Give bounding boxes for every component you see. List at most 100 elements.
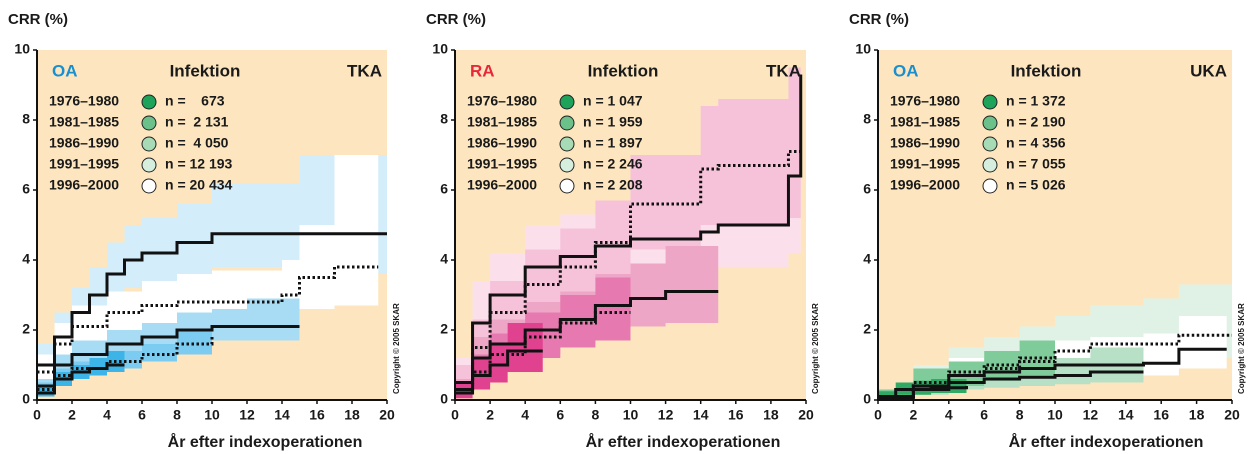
panel-title: Infektion <box>170 61 241 80</box>
legend-label: 1996–2000 <box>890 177 960 193</box>
legend-marker <box>559 136 575 152</box>
panel: 0 2 4 6 8 10 0 2 4 6 8 10 12 14 16 18 20 CRR (%) År efter … <box>426 11 820 451</box>
legend-label: 1996–2000 <box>467 177 537 193</box>
x-tick-label: 8 <box>1016 407 1024 423</box>
y-tick-label: 4 <box>22 251 30 267</box>
y-tick-label: 0 <box>22 391 30 407</box>
legend-marker <box>141 178 157 194</box>
step-line <box>878 333 1232 398</box>
x-tick-label: 0 <box>451 407 459 423</box>
legend-count: n = 4 356 <box>1006 135 1066 151</box>
x-tick-label: 14 <box>1118 407 1134 423</box>
confidence-band <box>455 120 631 399</box>
y-tick-label: 2 <box>863 321 871 337</box>
y-tick-label: 6 <box>22 181 30 197</box>
x-tick-label: 16 <box>1153 407 1169 423</box>
legend-marker <box>559 94 575 110</box>
legend-count: n = 1 047 <box>583 93 643 109</box>
y-tick-label: 4 <box>863 251 871 267</box>
x-tick-label: 20 <box>798 407 814 423</box>
y-axis-label: CRR (%) <box>849 11 909 28</box>
confidence-band <box>37 190 212 397</box>
legend-count: n = 20 434 <box>165 177 233 193</box>
y-tick-label: 8 <box>440 111 448 127</box>
x-tick-label: 6 <box>980 407 988 423</box>
y-tick-label: 10 <box>432 41 448 57</box>
x-tick-label: 10 <box>204 407 220 423</box>
y-tick-label: 10 <box>855 41 871 57</box>
legend-marker <box>141 157 157 173</box>
plot-area <box>37 50 387 397</box>
legend-marker <box>141 115 157 131</box>
x-tick-label: 20 <box>379 407 395 423</box>
legend-marker <box>141 136 157 152</box>
legend-marker <box>559 178 575 194</box>
confidence-band <box>455 50 719 397</box>
legend-label: 1976–1980 <box>49 93 119 109</box>
y-axis-label: CRR (%) <box>8 11 68 28</box>
legend-marker <box>559 115 575 131</box>
copyright: Copyright © 2005 SKAR <box>1237 303 1246 394</box>
x-tick-label: 2 <box>68 407 76 423</box>
legend-label: 1991–1995 <box>49 156 119 172</box>
legend-label: 1976–1980 <box>890 93 960 109</box>
group-label: RA <box>470 61 495 80</box>
implant-label: TKA <box>347 61 382 80</box>
x-tick-label: 18 <box>344 407 360 423</box>
x-axis-label: År efter indexoperationen <box>586 432 781 451</box>
x-tick-label: 18 <box>763 407 779 423</box>
x-axis-label: År efter indexoperationen <box>168 432 363 451</box>
step-line <box>455 74 803 384</box>
x-tick-label: 4 <box>945 407 953 423</box>
legend-marker <box>559 157 575 173</box>
x-tick-label: 6 <box>138 407 146 423</box>
step-line <box>455 349 543 395</box>
legend-count: n = 7 055 <box>1006 156 1066 172</box>
x-tick-label: 14 <box>274 407 290 423</box>
legend-count: n = 2 208 <box>583 177 643 193</box>
x-tick-label: 12 <box>239 407 255 423</box>
step-line <box>455 290 719 391</box>
step-line <box>37 325 300 388</box>
legend-label: 1991–1995 <box>467 156 537 172</box>
legend-marker <box>982 157 998 173</box>
x-tick-label: 12 <box>1083 407 1099 423</box>
x-tick-label: 16 <box>309 407 325 423</box>
legend-count: n = 5 026 <box>1006 177 1066 193</box>
legend-marker <box>982 178 998 194</box>
x-tick-label: 20 <box>1224 407 1240 423</box>
confidence-band <box>37 232 300 393</box>
legend-label: 1991–1995 <box>890 156 960 172</box>
copyright: Copyright © 2005 SKAR <box>811 303 820 394</box>
legend-label: 1981–1985 <box>49 114 119 130</box>
group-label: OA <box>893 61 919 80</box>
confidence-band <box>455 120 543 399</box>
x-tick-label: 6 <box>556 407 564 423</box>
y-tick-label: 2 <box>22 321 30 337</box>
legend-count: n = 1 959 <box>583 114 643 130</box>
plot-area <box>878 57 1232 400</box>
legend-count: n = 2 190 <box>1006 114 1066 130</box>
step-line <box>878 347 1227 398</box>
legend-label: 1981–1985 <box>467 114 537 130</box>
panel-title: Infektion <box>588 61 659 80</box>
group-label: OA <box>52 61 78 80</box>
y-tick-label: 2 <box>440 321 448 337</box>
implant-label: UKA <box>1190 61 1227 80</box>
x-tick-label: 10 <box>623 407 639 423</box>
y-tick-label: 10 <box>14 41 30 57</box>
plot-area <box>455 50 803 399</box>
y-tick-label: 8 <box>863 111 871 127</box>
x-tick-label: 0 <box>874 407 882 423</box>
legend-label: 1976–1980 <box>467 93 537 109</box>
legend-count: n = 2 131 <box>165 114 229 130</box>
x-tick-label: 14 <box>693 407 709 423</box>
x-tick-label: 4 <box>521 407 529 423</box>
step-line <box>878 354 1057 398</box>
x-tick-label: 12 <box>658 407 674 423</box>
y-tick-label: 4 <box>440 251 448 267</box>
x-axis-label: År efter indexoperationen <box>1009 432 1204 451</box>
y-tick-label: 8 <box>22 111 30 127</box>
implant-label: TKA <box>766 61 801 80</box>
